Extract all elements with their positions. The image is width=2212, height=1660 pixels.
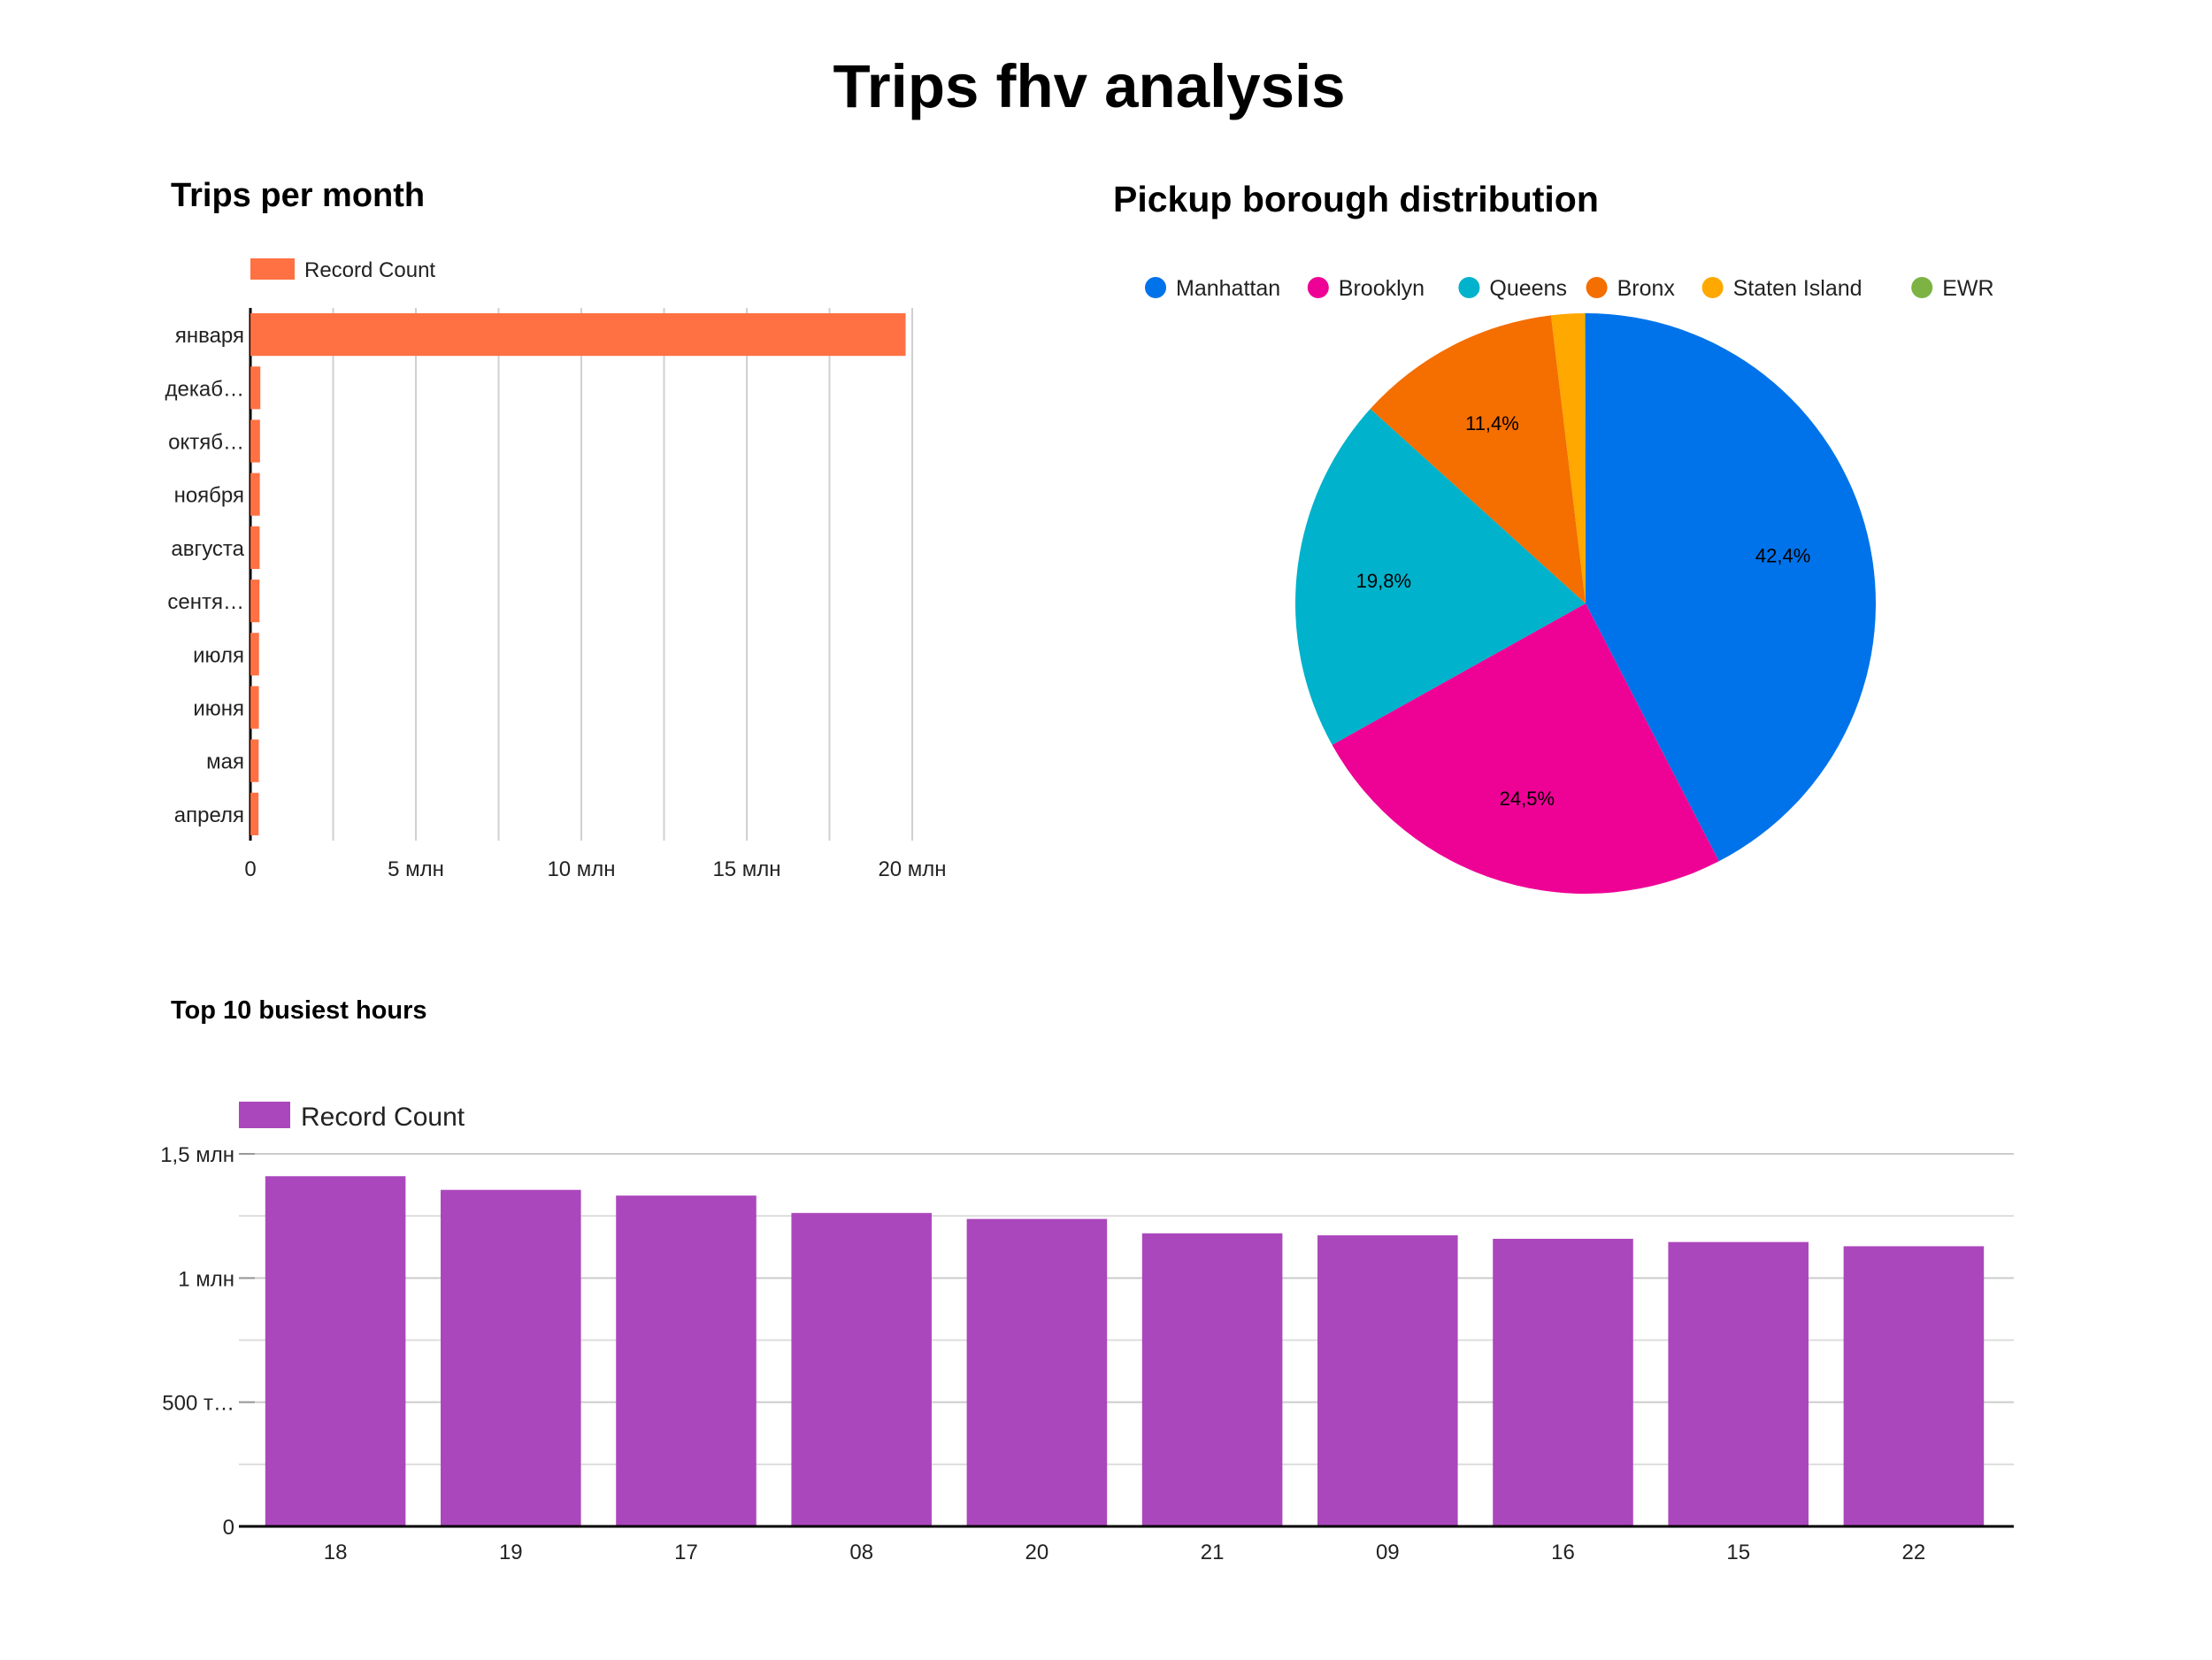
- hours-legend-swatch: [239, 1102, 290, 1128]
- month-bar: [250, 580, 260, 623]
- month-bar: [250, 313, 906, 357]
- pie-slice-ewr: [1584, 313, 1586, 603]
- month-category-label: мая: [206, 750, 244, 774]
- month-x-tick-label: 20 млн: [878, 857, 946, 881]
- hours-x-tick-label: 20: [1025, 1541, 1049, 1564]
- hours-y-tick-label: 0: [223, 1516, 234, 1540]
- pie-legend-label: Bronx: [1617, 276, 1676, 301]
- month-x-tick-label: 10 млн: [547, 857, 615, 881]
- month-bar: [250, 419, 260, 463]
- trips-per-month-chart: 0 5 млн 10 млн 15 млн 20 млн января декаб… октя…: [165, 258, 947, 881]
- month-bar: [250, 366, 261, 410]
- hours-bar: [1317, 1235, 1458, 1526]
- hours-y-tick-label: 1 млн: [178, 1267, 234, 1291]
- pie-slice-staten-island: [1550, 313, 1586, 603]
- hours-bar: [441, 1189, 581, 1526]
- month-category-label: ноября: [174, 484, 244, 508]
- hours-x-tick-label: 17: [674, 1541, 698, 1564]
- hours-bar: [791, 1212, 932, 1526]
- month-bar: [250, 686, 259, 729]
- month-category-label: июня: [193, 697, 244, 721]
- trips-per-month-title: Trips per month: [171, 177, 426, 214]
- pie-slice-label: 11,4%: [1465, 412, 1519, 434]
- month-bar: [250, 526, 260, 569]
- month-category-label: июля: [193, 643, 244, 667]
- hours-x-tick-label: 22: [1902, 1541, 1926, 1564]
- hours-bar: [1141, 1233, 1283, 1526]
- pie-legend-label: EWR: [1942, 276, 1993, 301]
- pie-legend-marker: [1145, 277, 1166, 298]
- month-category-label: августа: [171, 537, 244, 561]
- hours-x-tick-label: 15: [1726, 1541, 1750, 1564]
- hours-bar: [1668, 1241, 1809, 1526]
- hours-x-tick-label: 21: [1201, 1541, 1225, 1564]
- pie-legend-marker: [1701, 277, 1724, 298]
- month-bar: [250, 792, 259, 835]
- hours-x-tick-label: 19: [499, 1541, 523, 1564]
- pie-legend-marker: [1586, 277, 1608, 298]
- pie-legend-marker: [1911, 277, 1933, 298]
- month-bar: [250, 739, 259, 782]
- month-legend-label: Record Count: [304, 258, 435, 282]
- pie-legend-marker: [1458, 277, 1480, 298]
- month-x-tick-label: 5 млн: [388, 857, 444, 881]
- hours-x-tick-label: 09: [1376, 1541, 1400, 1564]
- month-bar: [250, 633, 259, 676]
- month-legend-swatch: [250, 258, 295, 280]
- pie-slice-label: 24,5%: [1500, 788, 1555, 810]
- pie-slice-bronx: [1370, 315, 1586, 603]
- month-x-tick-label: 15 млн: [712, 857, 780, 881]
- hours-bar: [265, 1176, 406, 1526]
- hours-bar: [1493, 1238, 1633, 1526]
- hours-x-tick-label: 18: [324, 1541, 348, 1564]
- month-category-label: сентя…: [167, 590, 244, 614]
- month-bar: [250, 473, 260, 516]
- pie-slice-brooklyn: [1332, 603, 1719, 894]
- top-busiest-hours-chart: 0 500 т… 1 млн 1,5 млн 18 19 17 08 20 21 09 16 15 22 R…: [160, 1102, 2014, 1564]
- month-category-label: января: [175, 324, 244, 348]
- top-busiest-hours-title: Top 10 busiest hours: [171, 996, 427, 1025]
- pie-legend-label: Staten Island: [1733, 276, 1863, 301]
- month-category-label: апреля: [174, 803, 244, 827]
- pickup-borough-title: Pickup borough distribution: [1113, 179, 1599, 219]
- pie-slice-label: 19,8%: [1356, 570, 1411, 592]
- pie-legend-label: Brooklyn: [1339, 276, 1425, 301]
- hours-bar: [616, 1195, 757, 1526]
- hours-legend-label: Record Count: [301, 1103, 465, 1132]
- pie-legend-label: Queens: [1489, 276, 1567, 301]
- hours-y-tick-label: 500 т…: [162, 1392, 234, 1416]
- hours-bar: [966, 1218, 1108, 1526]
- hours-x-tick-label: 16: [1551, 1541, 1575, 1564]
- pie-slice-queens: [1295, 409, 1586, 745]
- pie-slice-manhattan: [1586, 313, 1876, 862]
- hours-x-tick-label: 08: [849, 1541, 873, 1564]
- pie-slice-label: 42,4%: [1755, 545, 1810, 567]
- pickup-borough-chart: 42,4% 24,5% 19,8% 11,4% Manhattan Brooklyn Que…: [1145, 276, 1994, 894]
- pie-legend-marker: [1307, 277, 1329, 298]
- month-category-label: декаб…: [165, 377, 244, 401]
- hours-bar: [1843, 1246, 1985, 1526]
- month-x-tick-label: 0: [244, 857, 256, 881]
- page-title: Trips fhv analysis: [833, 52, 1346, 120]
- pie-legend-label: Manhattan: [1176, 276, 1280, 301]
- hours-y-tick-label: 1,5 млн: [160, 1143, 234, 1167]
- month-category-label: октяб…: [168, 431, 244, 455]
